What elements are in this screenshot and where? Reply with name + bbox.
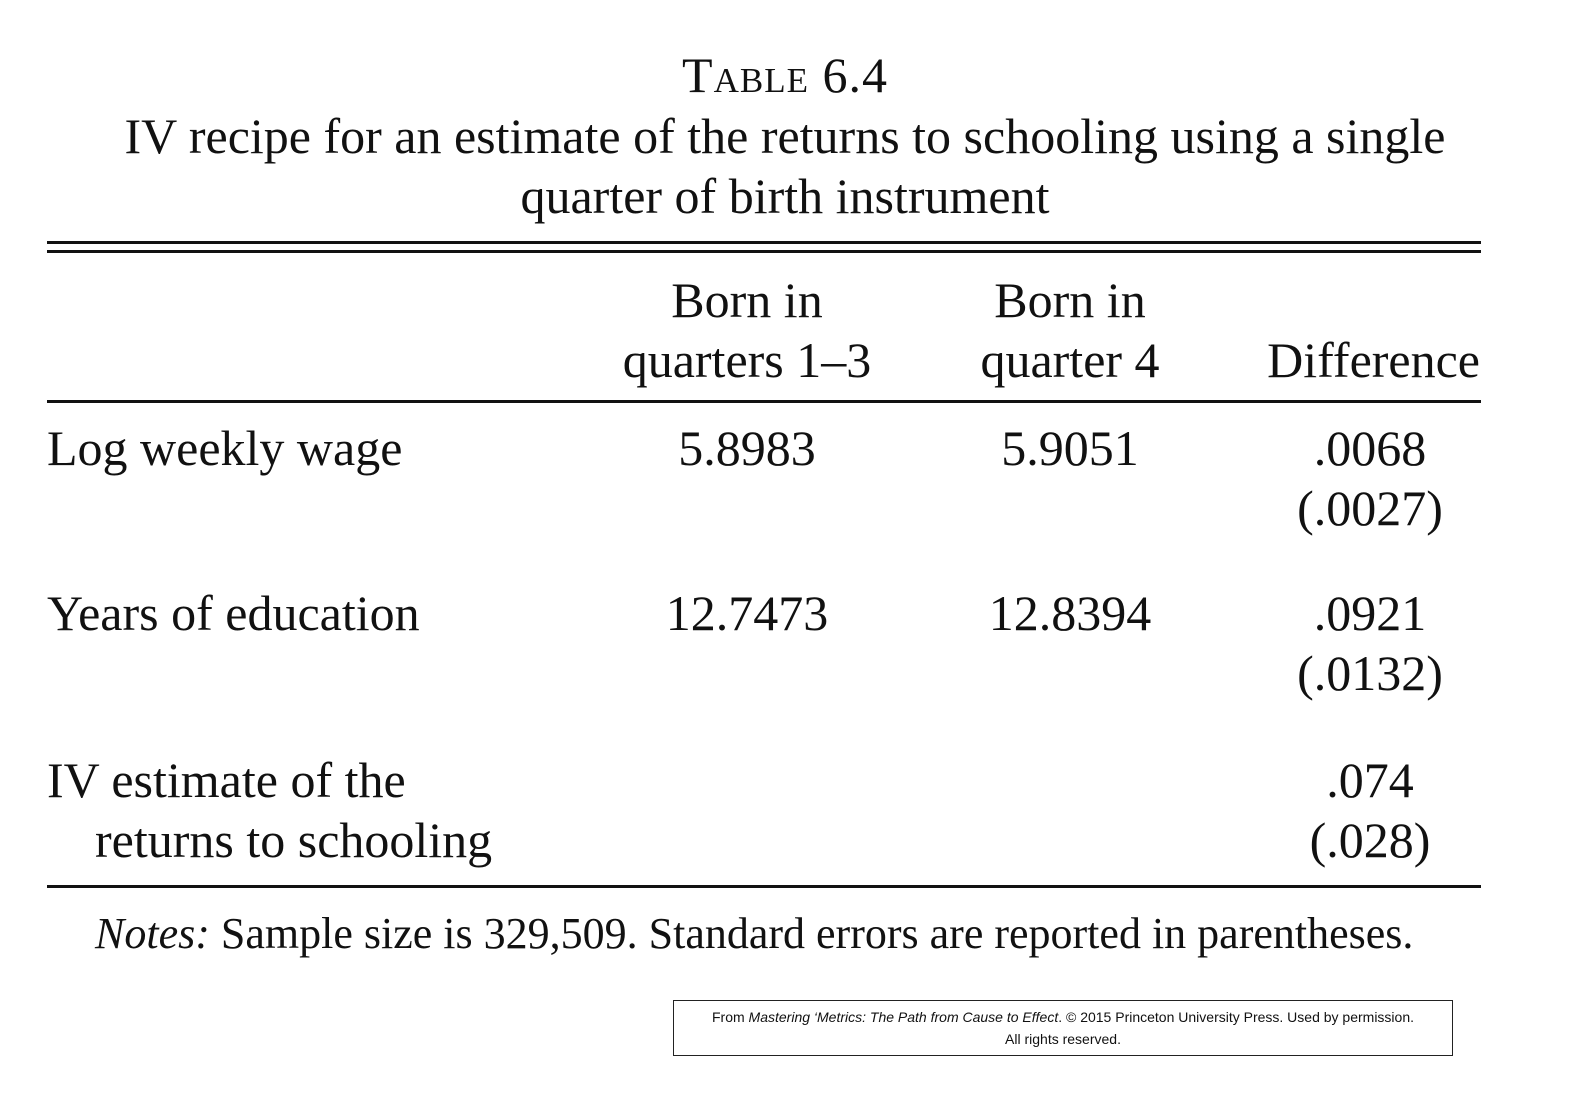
- cell-iv-estimate: .074: [1326, 752, 1414, 808]
- table-title-line2: quarter of birth instrument: [520, 168, 1050, 224]
- column-header-line2: quarters 1–3: [622, 332, 872, 388]
- cell-log-wage-std-error: (.0027): [1297, 480, 1443, 536]
- credit-book-title: Mastering ‘Metrics: The Path from Cause …: [748, 1009, 1059, 1025]
- cell-log-wage-q1-3: 5.8983: [678, 420, 816, 476]
- cell-education-q1-3: 12.7473: [665, 585, 829, 641]
- row-label-iv-estimate: IV estimate of the returns to schooling: [47, 750, 492, 870]
- table-title: IV recipe for an estimate of the returns…: [0, 106, 1570, 226]
- credit-prefix: From: [711, 1009, 749, 1025]
- row-label-years-of-education: Years of education: [47, 585, 420, 641]
- top-rule-2: [47, 250, 1481, 253]
- top-rule-1: [47, 241, 1481, 244]
- bottom-rule: [47, 885, 1481, 888]
- credit-suffix: . © 2015 Princeton University Press. Use…: [1058, 1009, 1415, 1025]
- table-notes: Notes: Sample size is 329,509. Standard …: [95, 905, 1413, 963]
- column-header-line1: Born in: [671, 272, 823, 328]
- notes-label: Notes:: [95, 909, 210, 958]
- cell-iv-std-error: (.028): [1309, 812, 1431, 868]
- column-header-quarter-4: Born in quarter 4: [920, 270, 1220, 390]
- cell-log-wage-difference: .0068: [1313, 420, 1427, 476]
- header-rule: [47, 400, 1481, 403]
- cell-education-difference: .0921: [1313, 585, 1427, 641]
- cell-log-wage-q4: 5.9051: [1001, 420, 1139, 476]
- column-header-line2: Difference: [1267, 332, 1480, 388]
- notes-text: Sample size is 329,509. Standard errors …: [209, 909, 1414, 958]
- table-number: Table 6.4: [682, 47, 888, 103]
- row-label-line2: returns to schooling: [95, 812, 493, 868]
- table-caption: Table 6.4 IV recipe for an estimate of t…: [0, 44, 1570, 226]
- row-label-log-weekly-wage: Log weekly wage: [47, 420, 403, 476]
- row-label-line1: IV estimate of the: [47, 752, 406, 808]
- credit-rights: All rights reserved.: [1005, 1031, 1121, 1047]
- table-title-line1: IV recipe for an estimate of the returns…: [124, 108, 1446, 164]
- column-header-line2: quarter 4: [980, 332, 1160, 388]
- copyright-credit-box: From Mastering ‘Metrics: The Path from C…: [673, 1000, 1453, 1056]
- cell-education-std-error: (.0132): [1297, 645, 1443, 701]
- column-header-line1: Born in: [994, 272, 1146, 328]
- column-header-difference: Difference: [1240, 330, 1480, 390]
- cell-education-q4: 12.8394: [988, 585, 1152, 641]
- column-header-quarters-1-3: Born in quarters 1–3: [597, 270, 897, 390]
